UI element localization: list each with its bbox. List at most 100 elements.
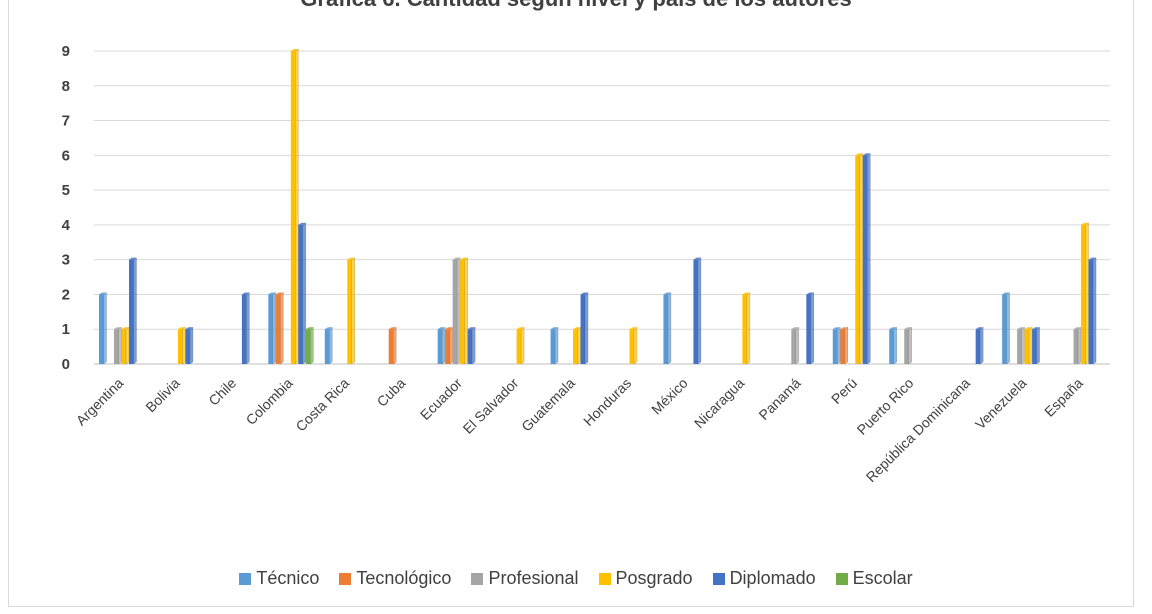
y-tick-label: 0 — [62, 356, 70, 373]
bar-side — [465, 258, 468, 364]
bar-side — [246, 292, 249, 364]
bar — [276, 294, 281, 364]
x-tick-label: Perú — [828, 375, 860, 407]
bar — [185, 329, 190, 364]
bar — [663, 294, 668, 364]
bar-side — [909, 327, 912, 364]
legend-label: Posgrado — [616, 568, 693, 589]
bar-side — [811, 292, 814, 364]
bar-side — [295, 49, 298, 364]
x-tick-label: Venezuela — [972, 375, 1030, 433]
y-tick-label: 4 — [62, 217, 71, 234]
x-tick-label: Colombia — [243, 375, 296, 428]
x-tick-label: Panamá — [755, 375, 803, 423]
legend-swatch — [713, 573, 725, 585]
bar — [178, 329, 183, 364]
x-tick-label: República Dominicana — [863, 375, 974, 486]
bar — [806, 294, 811, 364]
bar — [122, 329, 127, 364]
y-tick-label: 6 — [62, 147, 70, 164]
bar — [1002, 294, 1007, 364]
bar — [855, 155, 860, 364]
legend-label: Técnico — [256, 568, 319, 589]
legend-item: Técnico — [239, 568, 319, 589]
bar-side — [555, 327, 558, 364]
bar-side — [352, 258, 355, 364]
x-tick-label: Argentina — [73, 375, 127, 429]
bar-side — [668, 292, 671, 364]
bar-side — [310, 327, 313, 364]
bar — [453, 260, 458, 364]
bar-side — [634, 327, 637, 364]
bar-side — [1029, 327, 1032, 364]
bar-side — [521, 327, 524, 364]
legend-swatch — [836, 573, 848, 585]
bar — [581, 294, 586, 364]
bar — [551, 329, 556, 364]
bar — [347, 260, 352, 364]
bar-side — [126, 327, 129, 364]
x-tick-label: Honduras — [580, 375, 634, 429]
y-tick-label: 9 — [62, 43, 70, 60]
bar-side — [472, 327, 475, 364]
bar — [129, 260, 134, 364]
bar-side — [860, 153, 863, 364]
bar-side — [134, 258, 137, 364]
y-tick-label: 1 — [62, 321, 70, 338]
legend-swatch — [339, 573, 351, 585]
legend-item: Diplomado — [713, 568, 816, 589]
bar-side — [698, 258, 701, 364]
bar-side — [190, 327, 193, 364]
legend-label: Tecnológico — [356, 568, 451, 589]
bar — [840, 329, 845, 364]
y-tick-label: 2 — [62, 286, 70, 303]
bar — [863, 155, 868, 364]
bar — [1032, 329, 1037, 364]
bar — [114, 329, 119, 364]
x-tick-label: Bolivia — [142, 375, 183, 416]
legend-swatch — [239, 573, 251, 585]
bar — [742, 294, 747, 364]
bar — [438, 329, 443, 364]
bar-side — [182, 327, 185, 364]
bar — [833, 329, 838, 364]
bar — [976, 329, 981, 364]
bar-side — [450, 327, 453, 364]
bar-side — [585, 292, 588, 364]
x-tick-label: El Salvador — [460, 375, 522, 437]
legend-item: Posgrado — [599, 568, 693, 589]
legend-item: Escolar — [836, 568, 913, 589]
bar-side — [303, 223, 306, 364]
x-tick-label: Ecuador — [417, 375, 465, 423]
bar — [904, 329, 909, 364]
bar-side — [329, 327, 332, 364]
x-tick-label: Cuba — [374, 375, 409, 410]
bar — [889, 329, 894, 364]
bar-side — [1022, 327, 1025, 364]
legend-label: Diplomado — [730, 568, 816, 589]
x-tick-label: Costa Rica — [292, 375, 352, 435]
bar-side — [894, 327, 897, 364]
x-tick-label: Guatemala — [518, 375, 578, 435]
x-tick-label: Nicaragua — [691, 375, 748, 432]
y-tick-label: 3 — [62, 252, 70, 269]
bar-side — [845, 327, 848, 364]
bar — [291, 51, 296, 364]
bar-side — [867, 153, 870, 364]
bar-side — [747, 292, 750, 364]
bar — [1081, 225, 1086, 364]
chart-legend: Técnico Tecnológico Profesional Posgrado Dip… — [0, 568, 1152, 589]
bar — [573, 329, 578, 364]
bar — [791, 329, 796, 364]
bar-side — [1037, 327, 1040, 364]
legend-label: Escolar — [853, 568, 913, 589]
bar — [468, 329, 473, 364]
bar-side — [1093, 258, 1096, 364]
bar — [99, 294, 104, 364]
x-tick-label: Chile — [205, 375, 239, 409]
bar-side — [104, 292, 107, 364]
bar — [630, 329, 635, 364]
bar-side — [457, 258, 460, 364]
legend-item: Tecnológico — [339, 568, 451, 589]
